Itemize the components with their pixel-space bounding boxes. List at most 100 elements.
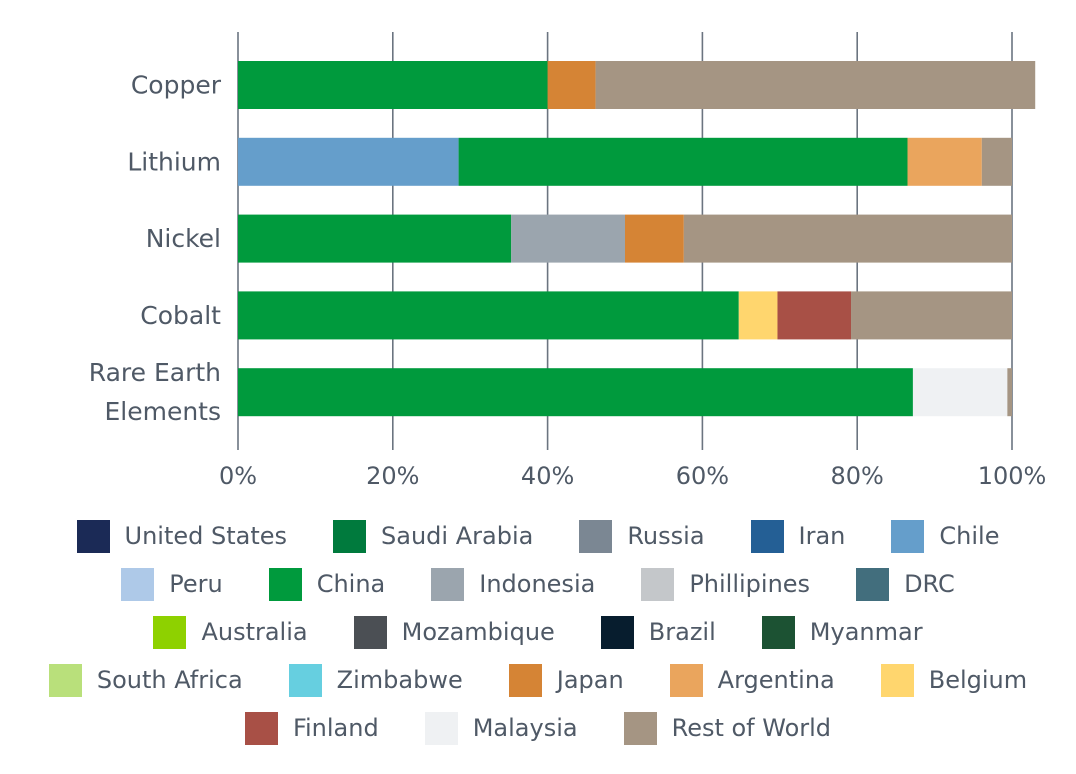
legend-swatch xyxy=(891,519,925,553)
legend-item: Australia xyxy=(153,615,308,649)
legend-label: Japan xyxy=(556,666,624,694)
legend-label: Myanmar xyxy=(809,618,923,646)
bar-4-malaysia xyxy=(912,368,1008,417)
legend-swatch xyxy=(508,663,542,697)
bar-1-rest-of-world xyxy=(981,137,1012,186)
bar-1-china xyxy=(458,137,908,186)
legend-swatch xyxy=(623,711,657,745)
legend-label: Brazil xyxy=(648,618,716,646)
bar-2-rest-of-world xyxy=(683,214,1012,263)
legend-swatch xyxy=(333,519,367,553)
legend-item: Japan xyxy=(508,663,624,697)
legend-item: Mozambique xyxy=(353,615,555,649)
legend-label: Malaysia xyxy=(472,714,578,742)
bar-0-china xyxy=(238,61,548,109)
legend-swatch xyxy=(669,663,703,697)
legend-label: China xyxy=(316,570,386,598)
legend-item: Zimbabwe xyxy=(288,663,463,697)
legend-item: South Africa xyxy=(48,663,243,697)
bar-2-china xyxy=(238,214,512,263)
category-label: Copper xyxy=(131,71,222,100)
legend-label: Australia xyxy=(201,618,308,646)
legend-row: Finland Malaysia Rest of World xyxy=(0,704,1076,752)
legend-label: Belgium xyxy=(928,666,1028,694)
legend-item: Peru xyxy=(121,567,223,601)
legend-label: Chile xyxy=(939,522,1000,550)
legend-swatch xyxy=(761,615,795,649)
legend-item: Malaysia xyxy=(424,711,578,745)
bar-1-argentina xyxy=(907,137,982,186)
legend-row: United States Saudi Arabia Russia Iran Chile xyxy=(0,512,1076,560)
legend-item: Russia xyxy=(579,519,705,553)
category-label: Rare Earth xyxy=(89,358,221,387)
legend-row: South Africa Zimbabwe Japan Argentina Belgiu… xyxy=(0,656,1076,704)
legend-swatch xyxy=(750,519,784,553)
legend-item: Brazil xyxy=(600,615,716,649)
legend-item: Rest of World xyxy=(623,711,832,745)
legend-label: Indonesia xyxy=(479,570,596,598)
legend-swatch xyxy=(48,663,82,697)
bar-1-chile xyxy=(238,137,459,186)
legend-item: China xyxy=(268,567,386,601)
legend-label: DRC xyxy=(904,570,955,598)
legend-swatch xyxy=(431,567,465,601)
legend-item: Saudi Arabia xyxy=(333,519,534,553)
x-tick-label: 80% xyxy=(831,462,884,490)
legend-item: Iran xyxy=(750,519,846,553)
chart-legend: United States Saudi Arabia Russia Iran Chile… xyxy=(0,512,1076,752)
legend-row: Australia Mozambique Brazil Myanmar xyxy=(0,608,1076,656)
legend-label: Peru xyxy=(169,570,223,598)
legend-item: Finland xyxy=(244,711,379,745)
legend-swatch xyxy=(288,663,322,697)
legend-swatch xyxy=(153,615,187,649)
legend-item: Chile xyxy=(891,519,1000,553)
legend-item: Argentina xyxy=(669,663,835,697)
legend-swatch xyxy=(579,519,613,553)
category-label: Nickel xyxy=(146,224,221,253)
legend-item: DRC xyxy=(856,567,955,601)
legend-swatch xyxy=(76,519,110,553)
legend-swatch xyxy=(353,615,387,649)
bar-2-indonesia xyxy=(511,214,625,263)
legend-label: Finland xyxy=(292,714,379,742)
legend-label: South Africa xyxy=(96,666,243,694)
legend-swatch xyxy=(268,567,302,601)
category-label: Lithium xyxy=(127,147,221,176)
bar-3-finland xyxy=(777,291,852,340)
stacked-bar-chart: Copper Lithium Nickel Cobalt Rare Earth Eleme… xyxy=(89,32,1047,490)
legend-item: Phillipines xyxy=(641,567,811,601)
legend-swatch xyxy=(856,567,890,601)
x-tick-label: 0% xyxy=(219,462,257,490)
x-tick-label: 60% xyxy=(676,462,729,490)
legend-swatch xyxy=(424,711,458,745)
bar-3-china xyxy=(238,291,739,340)
legend-label: Phillipines xyxy=(689,570,811,598)
bar-4-china xyxy=(238,368,913,417)
legend-label: United States xyxy=(124,522,288,550)
x-tick-label: 20% xyxy=(366,462,419,490)
legend-swatch xyxy=(244,711,278,745)
legend-swatch xyxy=(121,567,155,601)
legend-swatch xyxy=(600,615,634,649)
legend-item: Indonesia xyxy=(431,567,596,601)
legend-label: Argentina xyxy=(717,666,835,694)
x-tick-label: 100% xyxy=(978,462,1047,490)
legend-item: Belgium xyxy=(880,663,1028,697)
bar-3-rest-of-world xyxy=(851,291,1012,340)
bar-4-rest-of-world xyxy=(1007,368,1012,417)
bar-2-japan xyxy=(625,214,684,263)
legend-label: Saudi Arabia xyxy=(381,522,534,550)
bar-0-japan xyxy=(547,61,596,109)
legend-label: Russia xyxy=(627,522,705,550)
legend-item: United States xyxy=(76,519,288,553)
legend-swatch xyxy=(641,567,675,601)
category-label: Cobalt xyxy=(140,301,221,330)
legend-label: Zimbabwe xyxy=(336,666,463,694)
legend-label: Iran xyxy=(798,522,846,550)
x-tick-label: 40% xyxy=(521,462,574,490)
legend-row: Peru China Indonesia Phillipines DRC xyxy=(0,560,1076,608)
legend-swatch xyxy=(880,663,914,697)
bar-3-belgium xyxy=(738,291,778,340)
bar-0-rest-of-world xyxy=(595,61,1036,109)
legend-label: Rest of World xyxy=(671,714,832,742)
